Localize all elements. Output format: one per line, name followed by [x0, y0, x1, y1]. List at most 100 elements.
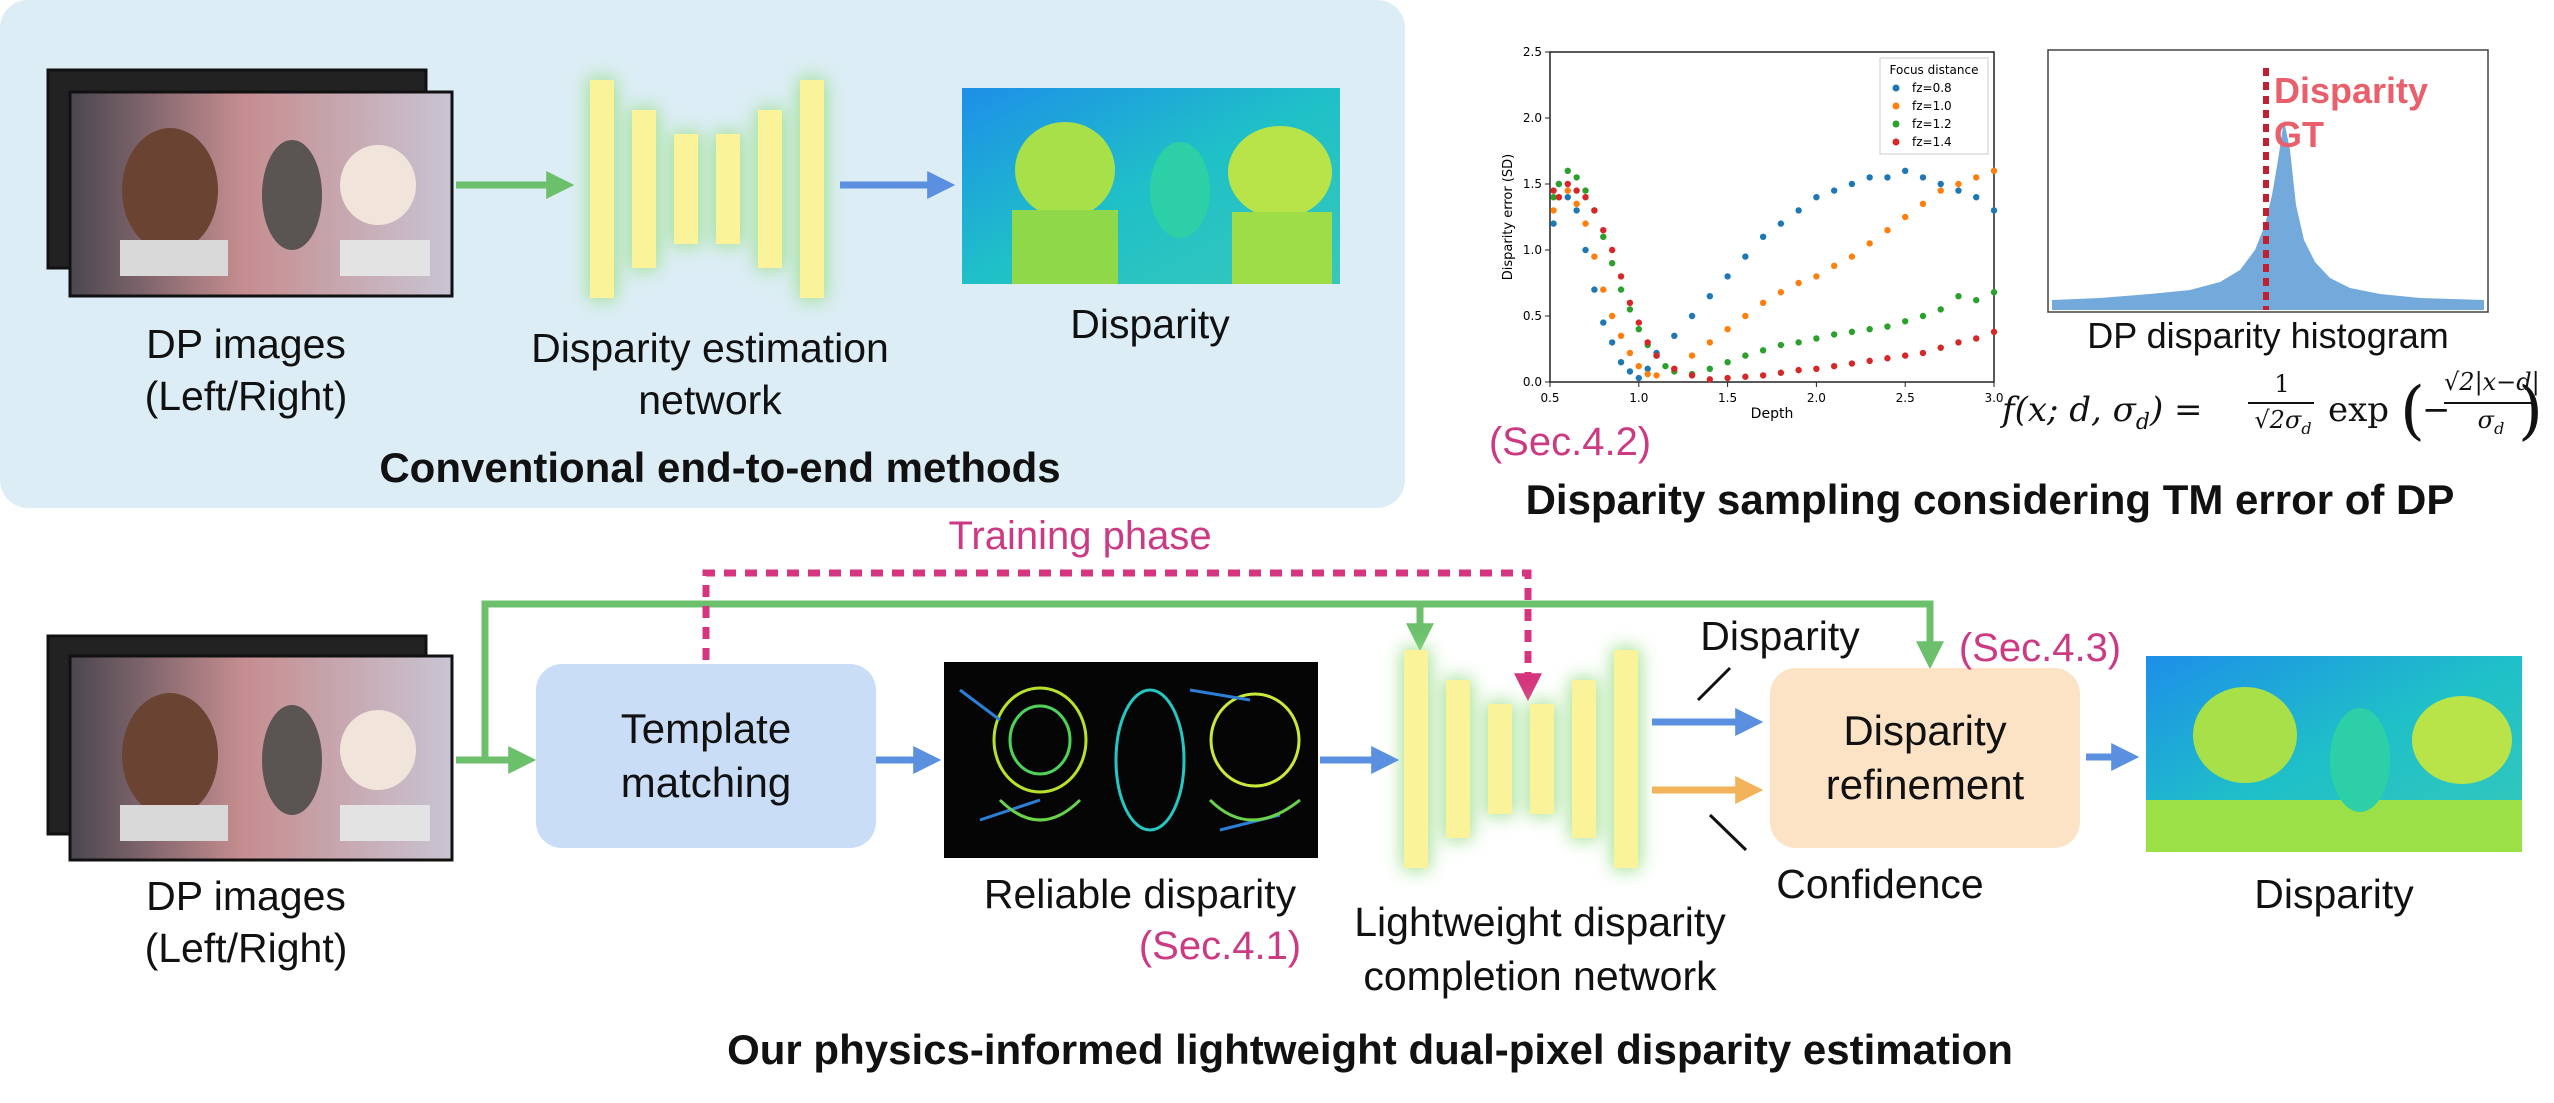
- error-plot: 0.5 1.0 1.5 2.0 2.5 3.0 0.0 0.5 1.0 1.5 2.0 2.5 Dep…: [1501, 45, 2004, 422]
- confidence-pointer: [1708, 813, 1748, 852]
- plot-point: [1884, 227, 1891, 234]
- plot-point: [1795, 279, 1802, 287]
- plot-point: [1848, 253, 1856, 260]
- plot-point: [1973, 296, 1980, 304]
- confidence-arrow-label: Confidence: [1776, 861, 1984, 907]
- plot-point: [1759, 347, 1767, 354]
- plot-point: [1626, 299, 1634, 306]
- plot-point: [1573, 187, 1580, 194]
- plot-point: [1759, 299, 1767, 306]
- conv-disparity-map: [962, 88, 1340, 284]
- plot-point: [1777, 369, 1785, 376]
- reliable-disparity-map: [944, 662, 1318, 858]
- plot-point: [1830, 331, 1838, 338]
- plot-point: [1990, 167, 1998, 174]
- formula: f(x; d, σd) = 1 √2σd exp ( − √2|x−d| σd …: [2002, 368, 2543, 458]
- plot-point: [1955, 187, 1962, 194]
- refine-label-1: Disparity: [1843, 707, 2007, 754]
- template-matching-box: Template matching: [536, 664, 876, 848]
- plot-point: [1653, 352, 1660, 359]
- plot-point: [1937, 306, 1944, 313]
- plot-point: [1990, 328, 1998, 336]
- conv-title: Conventional end-to-end methods: [379, 444, 1061, 491]
- legend-marker: [1892, 102, 1900, 110]
- plot-point: [1902, 352, 1909, 359]
- tm-label-2: matching: [620, 759, 792, 806]
- plot-point: [1591, 286, 1598, 293]
- legend-marker: [1892, 84, 1900, 92]
- plot-point: [1813, 365, 1820, 372]
- plot-point: [1644, 370, 1651, 378]
- formula-lparen: (: [2400, 374, 2425, 448]
- plot-point: [1555, 194, 1563, 201]
- plot-point: [1884, 323, 1891, 330]
- plot-point: [1688, 312, 1696, 320]
- formula-inner-den: σd: [2477, 406, 2505, 438]
- x-tick-label: 3.0: [1984, 391, 2003, 405]
- formula-frac-num: 1: [2274, 370, 2290, 398]
- legend-label: fz=1.4: [1912, 135, 1952, 149]
- y-tick-label: 0.0: [1523, 375, 1542, 389]
- y-tick-label: 2.0: [1523, 111, 1542, 125]
- plot-point: [1600, 286, 1607, 293]
- plot-point: [1919, 312, 1927, 320]
- legend-marker: [1892, 138, 1900, 146]
- y-tick-label: 1.0: [1523, 243, 1542, 257]
- plot-point: [1724, 273, 1731, 280]
- x-tick-label: 1.5: [1718, 391, 1737, 405]
- plot-point: [1564, 194, 1571, 201]
- plot-point: [1795, 339, 1802, 346]
- training-phase-label: Training phase: [948, 514, 1212, 558]
- plot-point: [1582, 220, 1589, 227]
- prop-network-label-2: completion network: [1363, 953, 1717, 999]
- plot-point: [1795, 366, 1802, 374]
- plot-point: [1706, 365, 1714, 372]
- plot-point: [1937, 180, 1944, 188]
- plot-point: [1742, 373, 1749, 380]
- plot-point: [1600, 319, 1607, 326]
- plot-point: [1955, 339, 1962, 346]
- plot-point: [1564, 180, 1571, 188]
- gt-label-1: Disparity: [2274, 70, 2429, 111]
- plot-point: [1608, 246, 1616, 254]
- plot-point: [1608, 339, 1616, 346]
- plot-point: [1635, 319, 1643, 326]
- plot-point: [1626, 306, 1634, 313]
- prop-input-label-2: (Left/Right): [144, 925, 348, 971]
- plot-point: [1564, 187, 1571, 194]
- plot-points: [1550, 167, 1998, 383]
- plot-point: [1617, 359, 1625, 366]
- disparity-arrow-label: Disparity: [1700, 613, 1860, 659]
- plot-point: [1955, 293, 1962, 300]
- plot-point: [1635, 326, 1643, 333]
- conv-network-label-1: Disparity estimation: [531, 325, 889, 371]
- prop-dp-images: [46, 634, 454, 862]
- plot-point: [1813, 273, 1820, 280]
- plot-point: [1626, 368, 1634, 375]
- plot-point: [1582, 187, 1589, 194]
- x-tick-label: 0.5: [1540, 391, 1559, 405]
- legend-items: fz=0.8 fz=1.0 fz=1.2 fz=1.4: [1892, 81, 1952, 149]
- plot-point: [1830, 262, 1838, 270]
- plot-legend: Focus distance fz=0.8 fz=1.0 fz=1.2 fz=1.4: [1879, 57, 1989, 155]
- plot-point: [1550, 207, 1557, 214]
- plot-point: [1990, 289, 1998, 296]
- plot-point: [1919, 174, 1927, 181]
- x-tick-label: 2.0: [1807, 391, 1826, 405]
- plot-point: [1582, 194, 1589, 201]
- formula-inner-bar: [2444, 402, 2536, 404]
- plot-point: [1866, 326, 1873, 333]
- plot-point: [1550, 187, 1557, 194]
- disparity-refinement-box: Disparity refinement: [1770, 668, 2080, 848]
- plot-point: [1724, 326, 1731, 333]
- reliable-section: (Sec.4.1): [1138, 924, 1302, 968]
- plot-point: [1919, 349, 1927, 357]
- training-phase-arrow: [702, 569, 1542, 702]
- plot-point: [1617, 332, 1625, 339]
- plot-point: [1902, 213, 1909, 221]
- plot-point: [1706, 293, 1714, 300]
- plot-point: [1550, 194, 1557, 201]
- plot-point: [1706, 339, 1714, 346]
- sampling-section: (Sec.4.2): [1488, 420, 1652, 464]
